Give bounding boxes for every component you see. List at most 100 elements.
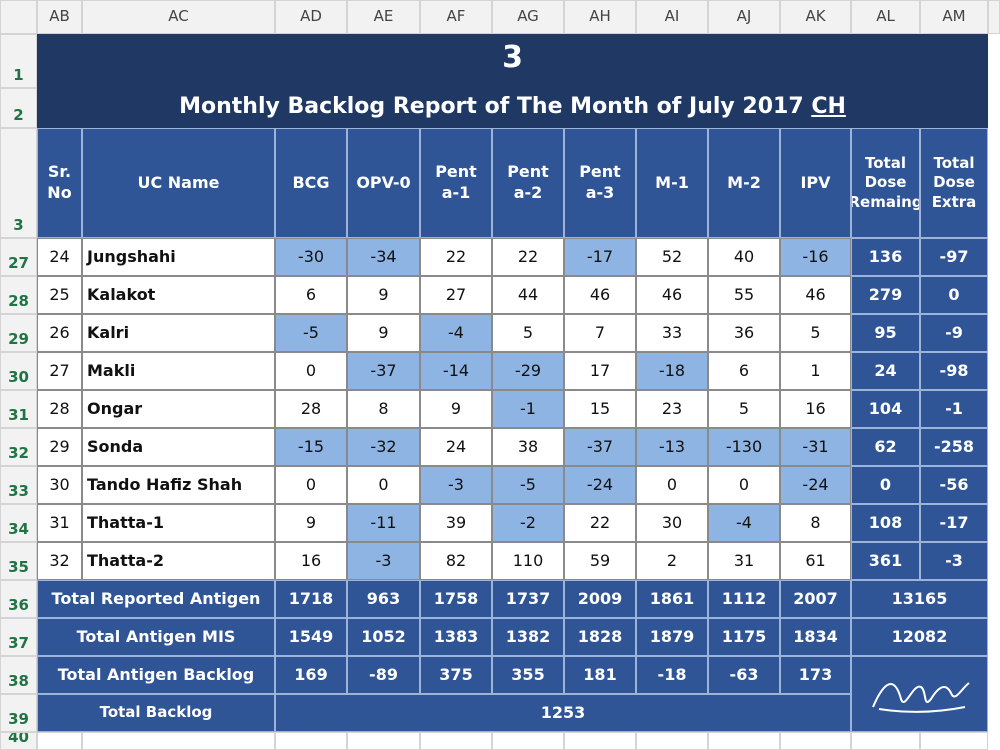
corner-cell	[0, 0, 37, 34]
column-title: UC Name	[82, 128, 275, 238]
row-header: 36	[0, 580, 37, 618]
antigen-value: -15	[275, 428, 347, 466]
antigen-value: 82	[420, 542, 492, 580]
antigen-value: 52	[636, 238, 708, 276]
empty-cell	[37, 732, 82, 750]
total-value: 2009	[564, 580, 636, 618]
total-remaining: 361	[851, 542, 920, 580]
subtitle: Monthly Backlog Report of The Month of J…	[179, 94, 804, 119]
total-value: 1828	[564, 618, 636, 656]
total-value: 1383	[420, 618, 492, 656]
total-value: 375	[420, 656, 492, 694]
empty-cell	[564, 732, 636, 750]
column-title: OPV-0	[347, 128, 420, 238]
antigen-value: 16	[780, 390, 851, 428]
total-value: 169	[275, 656, 347, 694]
antigen-value: -24	[780, 466, 851, 504]
empty-cell	[708, 732, 780, 750]
antigen-value: 33	[636, 314, 708, 352]
sr-no: 30	[37, 466, 82, 504]
row-header: 27	[0, 238, 37, 276]
antigen-value: 2	[636, 542, 708, 580]
antigen-value: 38	[492, 428, 564, 466]
antigen-value: 27	[420, 276, 492, 314]
total-extra: -3	[920, 542, 988, 580]
row-header: 35	[0, 542, 37, 580]
antigen-value: -29	[492, 352, 564, 390]
row-header: 3	[0, 128, 37, 238]
total-value: -89	[347, 656, 420, 694]
antigen-value: 6	[275, 276, 347, 314]
column-title: M-2	[708, 128, 780, 238]
antigen-value: -3	[420, 466, 492, 504]
total-value: 1758	[420, 580, 492, 618]
column-title: Penta-2	[492, 128, 564, 238]
antigen-value: -32	[347, 428, 420, 466]
antigen-value: -18	[636, 352, 708, 390]
antigen-value: 9	[347, 314, 420, 352]
signature-cell	[851, 656, 988, 732]
uc-name: Thatta-1	[82, 504, 275, 542]
total-value: 1382	[492, 618, 564, 656]
antigen-value: 0	[275, 466, 347, 504]
column-title: Total Dose Remaing	[851, 128, 920, 238]
antigen-value: 22	[492, 238, 564, 276]
total-value: 1052	[347, 618, 420, 656]
column-header: AM	[920, 0, 988, 34]
total-extra: -98	[920, 352, 988, 390]
antigen-value: 44	[492, 276, 564, 314]
uc-name: Jungshahi	[82, 238, 275, 276]
antigen-value: 28	[275, 390, 347, 428]
subtitle-line: Monthly Backlog Report of The Month of J…	[37, 94, 988, 119]
column-header: AB	[37, 0, 82, 34]
total-value: 1861	[636, 580, 708, 618]
grand-total: 13165	[851, 580, 988, 618]
antigen-value: 5	[492, 314, 564, 352]
sr-no: 26	[37, 314, 82, 352]
antigen-value: 24	[420, 428, 492, 466]
total-value: 2007	[780, 580, 851, 618]
row-header: 34	[0, 504, 37, 542]
empty-cell	[420, 732, 492, 750]
antigen-value: 9	[420, 390, 492, 428]
row-header: 38	[0, 656, 37, 694]
antigen-value: 6	[708, 352, 780, 390]
sr-no: 31	[37, 504, 82, 542]
total-extra: 0	[920, 276, 988, 314]
antigen-value: -31	[780, 428, 851, 466]
title-block	[37, 34, 988, 128]
antigen-value: 8	[347, 390, 420, 428]
antigen-value: -37	[564, 428, 636, 466]
total-extra: -17	[920, 504, 988, 542]
empty-cell	[347, 732, 420, 750]
uc-name: Thatta-2	[82, 542, 275, 580]
column-header: AJ	[708, 0, 780, 34]
total-label: Total Antigen MIS	[37, 618, 275, 656]
antigen-value: 7	[564, 314, 636, 352]
antigen-value: -34	[347, 238, 420, 276]
uc-name: Kalakot	[82, 276, 275, 314]
column-title: BCG	[275, 128, 347, 238]
column-header: AG	[492, 0, 564, 34]
antigen-value: 46	[636, 276, 708, 314]
antigen-value: -24	[564, 466, 636, 504]
antigen-value: -17	[564, 238, 636, 276]
antigen-value: -13	[636, 428, 708, 466]
antigen-value: 22	[564, 504, 636, 542]
empty-cell	[492, 732, 564, 750]
row-header: 37	[0, 618, 37, 656]
antigen-value: 59	[564, 542, 636, 580]
total-value: -63	[708, 656, 780, 694]
uc-name: Tando Hafiz Shah	[82, 466, 275, 504]
antigen-value: 40	[708, 238, 780, 276]
antigen-value: -16	[780, 238, 851, 276]
antigen-value: 39	[420, 504, 492, 542]
total-value: 1834	[780, 618, 851, 656]
sr-no: 28	[37, 390, 82, 428]
column-title: Penta-3	[564, 128, 636, 238]
total-remaining: 24	[851, 352, 920, 390]
antigen-value: 0	[708, 466, 780, 504]
column-header: AE	[347, 0, 420, 34]
uc-name: Ongar	[82, 390, 275, 428]
